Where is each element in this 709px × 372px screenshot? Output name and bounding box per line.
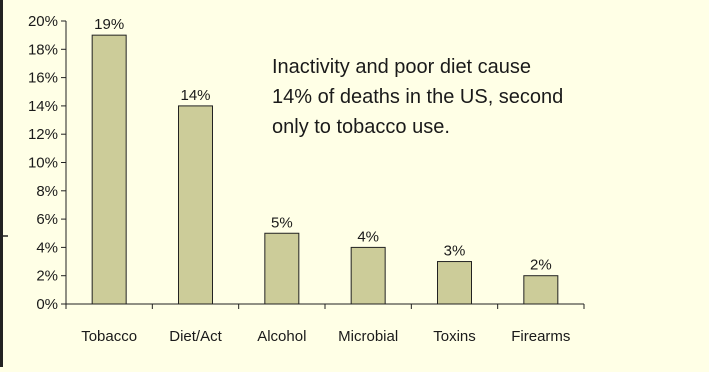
data-label: 5% — [271, 214, 293, 231]
data-label: 3% — [444, 243, 466, 260]
y-tick-label: 12% — [28, 126, 58, 143]
x-category-label: Firearms — [511, 328, 570, 345]
x-category-label: Diet/Act — [169, 328, 222, 345]
bar — [178, 105, 213, 305]
bar — [91, 34, 127, 305]
y-tick-label: 2% — [36, 268, 58, 285]
x-axis-labels: Tobacco Diet/Act Alcohol Microbial Toxins Fir… — [65, 304, 585, 345]
x-category-label: Alcohol — [257, 328, 306, 345]
bar — [437, 261, 472, 305]
annotation-line: Inactivity and poor diet cause — [272, 56, 531, 78]
x-category-label: Toxins — [433, 328, 476, 345]
bar — [264, 232, 300, 305]
y-tick-label: 4% — [36, 239, 58, 256]
bars — [91, 34, 559, 305]
data-label: 14% — [180, 87, 210, 104]
data-labels: 19% 14% 5% 4% 3% 2% — [94, 16, 552, 274]
bar — [523, 275, 559, 305]
data-label: 4% — [357, 228, 379, 245]
annotation-line: 14% of deaths in the US, second — [272, 86, 563, 108]
y-tick-label: 6% — [36, 211, 58, 228]
left-edge-accent — [0, 0, 3, 367]
y-tick-label: 16% — [28, 70, 58, 87]
y-tick-label: 0% — [36, 296, 58, 313]
y-tick-label: 8% — [36, 183, 58, 200]
y-tick-label: 20% — [28, 13, 58, 30]
x-category-label: Tobacco — [81, 328, 137, 345]
annotation-line: only to tobacco use. — [272, 116, 450, 138]
annotation-text: Inactivity and poor diet cause 14% of dea… — [272, 56, 563, 138]
y-tick-label: 14% — [28, 98, 58, 115]
y-tick-label: 18% — [28, 41, 58, 58]
bar — [350, 246, 386, 305]
y-tick-label: 10% — [28, 155, 58, 172]
y-axis-ticks: 0% 2% 4% 6% 8% 10% 12% 14% 16% 18% 20% — [28, 13, 66, 313]
data-label: 19% — [94, 16, 124, 33]
x-category-label: Microbial — [338, 328, 398, 345]
data-label: 2% — [530, 257, 552, 274]
